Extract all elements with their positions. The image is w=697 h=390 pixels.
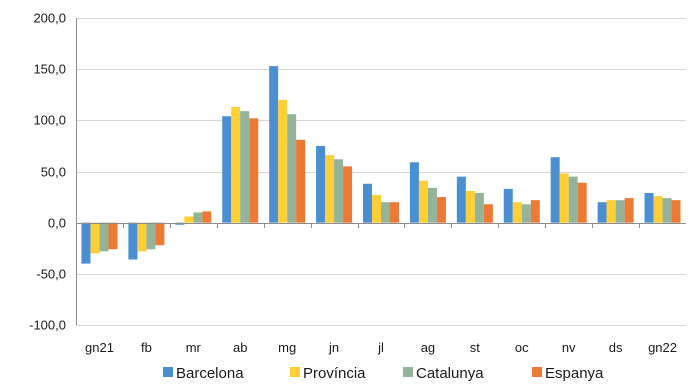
bar-espanya (483, 204, 493, 223)
x-tick-label: fb (141, 340, 152, 355)
bar-barcelona (222, 116, 232, 223)
bar-provncia (418, 180, 428, 223)
bar-barcelona (456, 176, 466, 223)
bar-catalunya (287, 114, 297, 223)
bar-espanya (390, 202, 399, 223)
axes (76, 18, 686, 325)
bar-espanya (343, 166, 353, 223)
x-tick-label: ag (421, 340, 435, 355)
y-axis: -100,0 -50,0 0,0 50,0 100,0 150,0 200,0 (29, 11, 66, 333)
x-tick-label: mg (278, 340, 296, 355)
bar-espanya (671, 200, 681, 223)
bar-provncia (278, 99, 288, 223)
x-tick-label: ab (233, 340, 247, 355)
x-tick-label: mr (186, 340, 202, 355)
legend-label: Espanya (545, 365, 604, 382)
y-tick-label: 50,0 (41, 165, 66, 180)
bar-barcelona (550, 157, 560, 223)
legend-swatch (290, 367, 300, 377)
bar-barcelona (503, 188, 513, 223)
legend-label: Barcelona (176, 365, 244, 382)
bar-provncia (606, 200, 616, 223)
bar-catalunya (146, 222, 156, 250)
bar-provncia (559, 173, 569, 223)
bar-espanya (249, 118, 259, 223)
bar-catalunya (381, 202, 390, 223)
y-tick-label: -50,0 (36, 267, 66, 282)
x-axis: gn21 fb mr ab mg jn jl ag st oc nv ds gn22 (85, 340, 677, 355)
bar-provncia (325, 155, 335, 223)
y-tick-label: -100,0 (29, 318, 66, 333)
bar-provncia (231, 107, 241, 223)
bar-barcelona (597, 202, 607, 223)
bar-barcelona (128, 222, 138, 260)
bar-provncia (184, 216, 194, 223)
bar-catalunya (427, 187, 437, 223)
bar-espanya (530, 200, 540, 223)
x-tick-label: nv (562, 340, 576, 355)
bar-espanya (624, 198, 634, 223)
legend: Barcelona Província Catalunya Espanya (163, 365, 604, 382)
legend-swatch (403, 367, 413, 377)
legend-label: Catalunya (416, 365, 484, 382)
bar-barcelona (81, 222, 91, 264)
bar-barcelona (409, 162, 419, 223)
x-tick-label: gn22 (648, 340, 677, 355)
y-tick-label: 100,0 (33, 113, 66, 128)
bar-espanya (296, 139, 306, 223)
legend-swatch (163, 367, 173, 377)
x-tick-label: st (470, 340, 481, 355)
bar-catalunya (240, 111, 250, 223)
bar-catalunya (521, 204, 531, 223)
bar-provncia (653, 196, 663, 223)
y-tick-label: 150,0 (33, 62, 66, 77)
x-tick-label: gn21 (85, 340, 114, 355)
bar-espanya (202, 211, 212, 223)
bar-barcelona (269, 66, 279, 223)
x-tick-label: ds (609, 340, 623, 355)
bar-catalunya (474, 192, 484, 223)
bar-espanya (436, 197, 446, 223)
bar-catalunya (615, 200, 625, 223)
bar-barcelona (363, 183, 372, 223)
legend-label: Província (303, 365, 366, 382)
y-tick-label: 200,0 (33, 11, 66, 26)
legend-swatch (532, 367, 542, 377)
bar-provncia (90, 222, 100, 254)
bar-barcelona (644, 192, 654, 223)
bar-catalunya (662, 198, 672, 223)
bar-provncia (512, 202, 522, 223)
gridlines (76, 18, 686, 326)
bar-catalunya (99, 222, 109, 252)
x-tick-label: jn (328, 340, 339, 355)
y-tick-label: 0,0 (48, 216, 66, 231)
bar-catalunya (568, 176, 578, 223)
bar-barcelona (316, 145, 326, 223)
bar-catalunya (193, 212, 203, 223)
bar-provncia (372, 195, 381, 223)
x-tick-label: jl (377, 340, 384, 355)
bars (81, 66, 681, 264)
bar-espanya (108, 222, 118, 250)
bar-espanya (155, 222, 165, 246)
bar-catalunya (334, 159, 344, 223)
bar-espanya (577, 182, 587, 223)
x-tick-label: oc (515, 340, 529, 355)
bar-provncia (137, 222, 147, 252)
bar-provncia (465, 190, 475, 223)
